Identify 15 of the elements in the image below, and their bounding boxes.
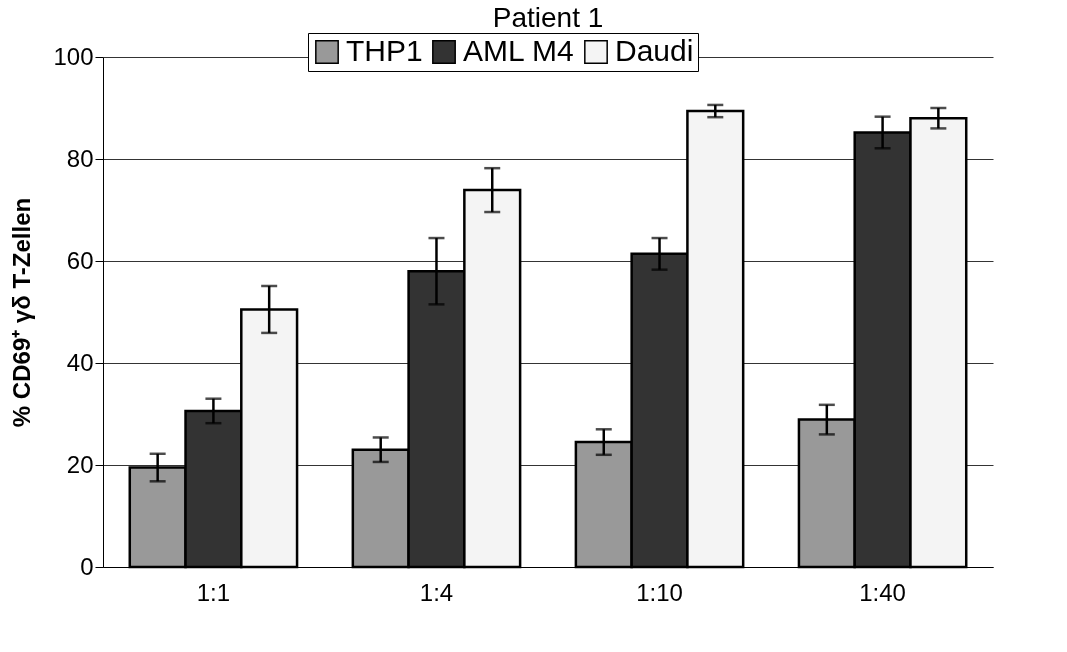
- legend-label: AML M4: [463, 34, 574, 67]
- x-tick-label: 1:4: [419, 578, 454, 606]
- x-tick-label: 1:1: [196, 578, 231, 606]
- y-tick-label: 0: [80, 552, 94, 580]
- x-tick-label: 1:40: [859, 578, 906, 606]
- legend-label: Daudi: [615, 34, 694, 67]
- y-tick-label: 100: [53, 42, 94, 70]
- y-tick-label: 20: [66, 450, 94, 478]
- y-tick-label: 60: [66, 246, 94, 274]
- x-tick-label: 1:10: [636, 578, 683, 606]
- y-tick-label: 40: [66, 348, 94, 376]
- y-axis-title: % CD69⁺ γδ T-Zellen: [8, 197, 36, 428]
- y-tick-label: 80: [66, 144, 94, 172]
- chart-title: Patient 1: [492, 1, 604, 33]
- legend-label: THP1: [346, 34, 423, 67]
